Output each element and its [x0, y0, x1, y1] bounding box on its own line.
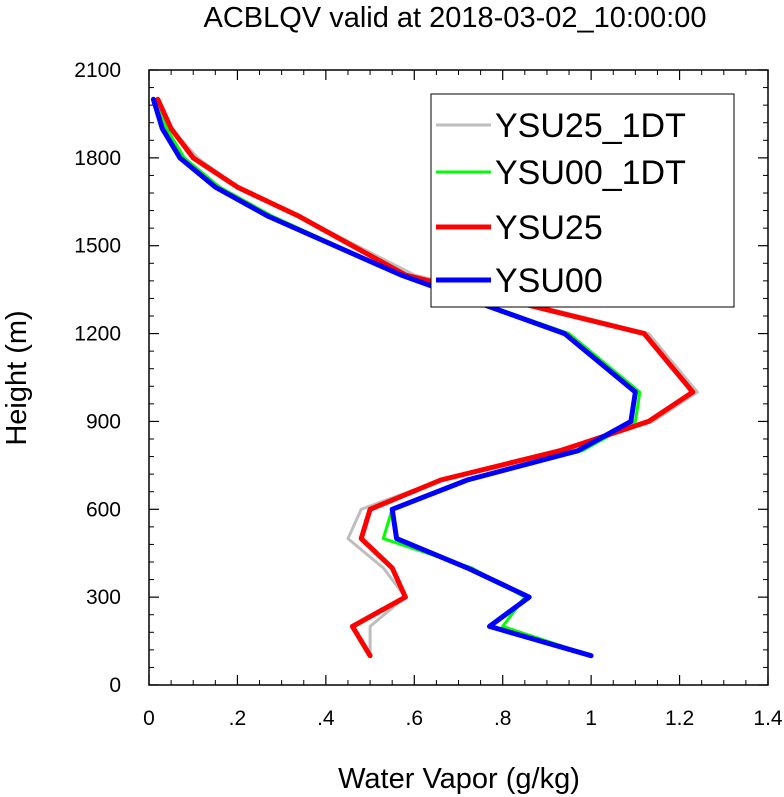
series-line-ysu00	[150, 96, 638, 659]
x-tick-label: .2	[229, 707, 247, 730]
y-axis-label: Height (m)	[1, 310, 33, 445]
legend-label-ysu25: YSU25	[495, 209, 603, 247]
tick-labels: 0 .2 .4 .6 .8 1 1.2 1.4 0 300 600 900 1200 1500 1800 21…	[74, 59, 783, 730]
legend-label-ysu00-1dt: YSU00_1DT	[495, 154, 686, 192]
legend: YSU25_1DT YSU00_1DT YSU25 YSU00	[430, 93, 735, 308]
legend-box	[430, 93, 735, 308]
series-line-ysu25	[155, 96, 696, 659]
x-tick-label: 0	[143, 707, 155, 730]
x-axis-label: Water Vapor (g/kg)	[338, 763, 580, 795]
y-tick-label: 0	[109, 674, 121, 697]
chart-title: ACBLQV valid at 2018-03-02_10:00:00	[203, 2, 706, 34]
y-tick-label: 2100	[74, 59, 121, 82]
x-tick-label: .6	[406, 707, 424, 730]
y-tick-label: 1500	[74, 235, 121, 258]
x-tick-label: 1.2	[665, 707, 694, 730]
x-tick-label: 1.4	[753, 707, 783, 730]
x-tick-label: 1	[585, 707, 597, 730]
x-tick-label: .4	[317, 707, 335, 730]
y-tick-label: 1200	[74, 323, 121, 346]
y-tick-label: 300	[86, 586, 121, 609]
legend-label-ysu00: YSU00	[495, 262, 603, 300]
series-lines	[150, 96, 699, 659]
axis-ticks	[148, 69, 769, 686]
y-tick-label: 900	[86, 410, 121, 433]
x-tick-label: .8	[494, 707, 512, 730]
y-tick-label: 600	[86, 498, 121, 521]
legend-label-ysu25-1dt: YSU25_1DT	[495, 107, 686, 145]
y-tick-label: 1800	[74, 147, 121, 170]
